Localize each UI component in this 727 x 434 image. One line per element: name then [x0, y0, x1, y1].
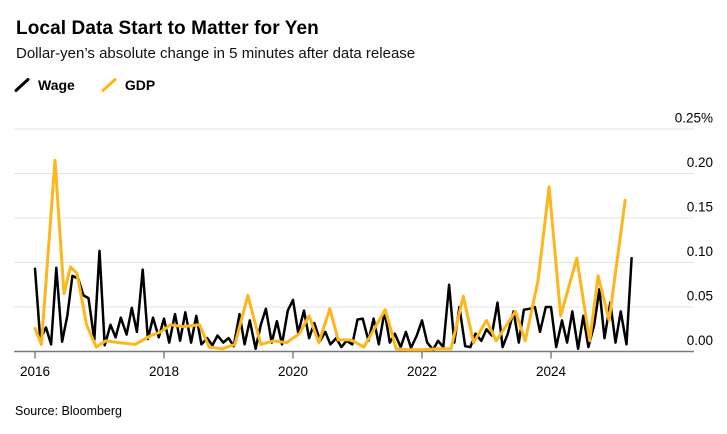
y-tick-label-0.25%: 0.25%: [675, 111, 713, 126]
legend-label-wage: Wage: [38, 77, 75, 93]
x-tick-label-2024: 2024: [536, 364, 567, 379]
gdp-slash-icon: [101, 78, 117, 92]
y-tick-label-0.00: 0.00: [687, 333, 713, 348]
series-line-wage: [33, 249, 633, 351]
x-tick-label-2020: 2020: [278, 364, 308, 379]
legend-item-wage: Wage: [14, 77, 75, 93]
y-tick-label-0.15: 0.15: [687, 200, 713, 215]
y-tick-label-0.05: 0.05: [687, 289, 713, 304]
chart-title: Local Data Start to Matter for Yen: [16, 18, 319, 39]
x-tick-label-2022: 2022: [407, 364, 437, 379]
legend-item-gdp: GDP: [101, 77, 155, 93]
y-tick-label-0.20: 0.20: [687, 155, 713, 170]
x-tick-label-2018: 2018: [149, 364, 179, 379]
wage-slash-icon: [14, 78, 30, 92]
source-note: Source: Bloomberg: [15, 404, 123, 418]
series-line-gdp: [33, 158, 627, 352]
legend-label-gdp: GDP: [124, 77, 156, 93]
y-tick-label-0.10: 0.10: [687, 244, 713, 259]
chart-subtitle: Dollar-yen’s absolute change in 5 minute…: [16, 45, 416, 62]
x-tick-label-2016: 2016: [20, 364, 50, 379]
legend: Wage GDP: [14, 77, 155, 93]
